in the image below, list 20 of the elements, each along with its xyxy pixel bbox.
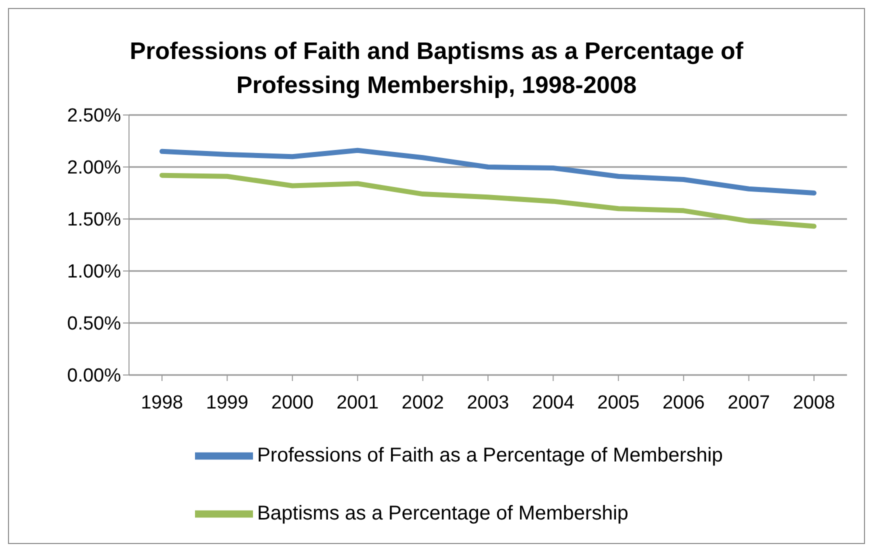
x-tick-label: 2008 (792, 392, 836, 414)
x-tick-label: 2007 (728, 392, 770, 414)
legend-label: Professions of Faith as a Percentage of Membership (257, 444, 723, 466)
y-tick-label: 0.00% (67, 366, 122, 387)
legend-label: Baptisms as a Percentage of Membership (257, 502, 628, 524)
x-tick-label: 2005 (597, 392, 640, 414)
x-tick-label: 2006 (662, 392, 705, 414)
x-tick-label: 2003 (466, 392, 510, 414)
y-tick-label: 1.00% (67, 262, 122, 283)
x-tick-label: 2004 (532, 392, 575, 414)
y-tick-label: 0.50% (67, 314, 122, 335)
x-tick-label: 1999 (206, 392, 248, 414)
x-tick-label: 2000 (271, 392, 314, 414)
y-tick-label: 2.50% (67, 106, 122, 127)
y-tick-label: 1.50% (67, 210, 122, 231)
y-tick-label: 2.00% (67, 158, 122, 179)
x-tick-label: 2001 (336, 392, 379, 414)
x-tick-label: 2002 (402, 392, 444, 414)
x-tick-label: 1998 (140, 392, 184, 414)
chart-title: Professions of Faith and Baptisms as a Percentage of Professing Membership, 1998-2008 (128, 37, 744, 101)
